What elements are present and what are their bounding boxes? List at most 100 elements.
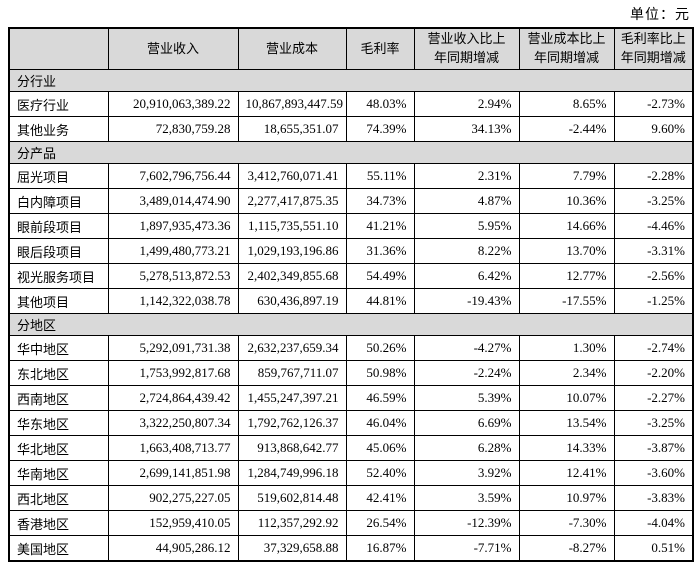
cell-value: 10,867,893,447.59 bbox=[237, 91, 347, 117]
cell-value: 10.97% bbox=[518, 485, 615, 511]
cell-value: 37,329,658.88 bbox=[237, 535, 347, 562]
cell-value: -2.73% bbox=[613, 91, 694, 117]
cell-value: 42.41% bbox=[345, 485, 415, 511]
cell-value: 7,602,796,756.44 bbox=[107, 163, 239, 189]
cell-value: 2,724,864,439.42 bbox=[107, 385, 239, 411]
cell-value: 1,455,247,397.21 bbox=[237, 385, 347, 411]
cell-value: -2.20% bbox=[613, 360, 694, 386]
cell-value: -2.74% bbox=[613, 335, 694, 361]
unit-label: 单位：元 bbox=[630, 8, 690, 23]
cell-value: 2.34% bbox=[518, 360, 615, 386]
cell-value: 7.79% bbox=[518, 163, 615, 189]
row-label: 屈光项目 bbox=[8, 163, 109, 189]
cell-value: 2,277,417,875.35 bbox=[237, 188, 347, 214]
row-label: 华北地区 bbox=[8, 435, 109, 461]
row-label: 医疗行业 bbox=[8, 91, 109, 117]
column-header: 毛利率比上 年同期增减 bbox=[613, 27, 694, 70]
cell-value: 50.98% bbox=[345, 360, 415, 386]
cell-value: 2,632,237,659.34 bbox=[237, 335, 347, 361]
cell-value: 1,792,762,126.37 bbox=[237, 410, 347, 436]
data-row: 眼前段项目 1,897,935,473.36 1,115,735,551.10 41.… bbox=[8, 213, 694, 239]
row-label: 美国地区 bbox=[8, 535, 109, 562]
cell-value: -17.55% bbox=[518, 288, 615, 314]
cell-value: -3.25% bbox=[613, 410, 694, 436]
cell-value: 1,499,480,773.21 bbox=[107, 238, 239, 264]
header-row: 营业收入 营业成本 毛利率 营业收入比上 年同期增减 营业成本比上 年同期增减 毛利率比上… bbox=[8, 27, 694, 70]
cell-value: 18,655,351.07 bbox=[237, 116, 347, 142]
cell-value: 0.51% bbox=[613, 535, 694, 562]
cell-value: 3,322,250,807.34 bbox=[107, 410, 239, 436]
cell-value: 6.28% bbox=[413, 435, 520, 461]
cell-value: -2.44% bbox=[518, 116, 615, 142]
row-label: 眼后段项目 bbox=[8, 238, 109, 264]
row-label: 香港地区 bbox=[8, 510, 109, 536]
cell-value: 1,897,935,473.36 bbox=[107, 213, 239, 239]
cell-value: -4.46% bbox=[613, 213, 694, 239]
cell-value: 10.07% bbox=[518, 385, 615, 411]
cell-value: -12.39% bbox=[413, 510, 520, 536]
section-row: 分行业 bbox=[8, 69, 694, 92]
row-label: 东北地区 bbox=[8, 360, 109, 386]
cell-value: 1,115,735,551.10 bbox=[237, 213, 347, 239]
cell-value: 54.49% bbox=[345, 263, 415, 289]
column-header: 营业成本比上 年同期增减 bbox=[518, 27, 615, 70]
cell-value: -2.24% bbox=[413, 360, 520, 386]
cell-value: 48.03% bbox=[345, 91, 415, 117]
data-row: 其他业务 72,830,759.28 18,655,351.07 74.39% 34.1… bbox=[8, 116, 694, 142]
cell-value: 44.81% bbox=[345, 288, 415, 314]
cell-value: 8.22% bbox=[413, 238, 520, 264]
cell-value: 14.33% bbox=[518, 435, 615, 461]
cell-value: 45.06% bbox=[345, 435, 415, 461]
column-header bbox=[8, 27, 109, 70]
cell-value: 46.59% bbox=[345, 385, 415, 411]
cell-value: -2.56% bbox=[613, 263, 694, 289]
cell-value: 5,292,091,731.38 bbox=[107, 335, 239, 361]
cell-value: -3.60% bbox=[613, 460, 694, 486]
cell-value: 6.69% bbox=[413, 410, 520, 436]
data-row: 华东地区 3,322,250,807.34 1,792,762,126.37 46.0… bbox=[8, 410, 694, 436]
data-row: 美国地区 44,905,286.12 37,329,658.88 16.87% -7.7… bbox=[8, 535, 694, 562]
cell-value: 1,663,408,713.77 bbox=[107, 435, 239, 461]
row-label: 华东地区 bbox=[8, 410, 109, 436]
cell-value: 3.92% bbox=[413, 460, 520, 486]
cell-value: 8.65% bbox=[518, 91, 615, 117]
cell-value: 41.21% bbox=[345, 213, 415, 239]
cell-value: 9.60% bbox=[613, 116, 694, 142]
cell-value: 10.36% bbox=[518, 188, 615, 214]
row-label: 眼前段项目 bbox=[8, 213, 109, 239]
data-row: 白内障项目 3,489,014,474.90 2,277,417,875.35 34.… bbox=[8, 188, 694, 214]
cell-value: 13.54% bbox=[518, 410, 615, 436]
data-row: 华中地区 5,292,091,731.38 2,632,237,659.34 50.2… bbox=[8, 335, 694, 361]
cell-value: 50.26% bbox=[345, 335, 415, 361]
cell-value: 74.39% bbox=[345, 116, 415, 142]
cell-value: -3.83% bbox=[613, 485, 694, 511]
section-title: 分行业 bbox=[8, 69, 694, 92]
row-label: 华南地区 bbox=[8, 460, 109, 486]
data-row: 西北地区 902,275,227.05 519,602,814.48 42.41% 3.… bbox=[8, 485, 694, 511]
cell-value: 2.94% bbox=[413, 91, 520, 117]
cell-value: -3.25% bbox=[613, 188, 694, 214]
cell-value: 152,959,410.05 bbox=[107, 510, 239, 536]
cell-value: -3.87% bbox=[613, 435, 694, 461]
cell-value: 13.70% bbox=[518, 238, 615, 264]
cell-value: -8.27% bbox=[518, 535, 615, 562]
cell-value: -4.04% bbox=[613, 510, 694, 536]
cell-value: -4.27% bbox=[413, 335, 520, 361]
row-label: 白内障项目 bbox=[8, 188, 109, 214]
cell-value: 12.41% bbox=[518, 460, 615, 486]
row-label: 其他业务 bbox=[8, 116, 109, 142]
column-header: 毛利率 bbox=[345, 27, 415, 70]
section-title: 分产品 bbox=[8, 141, 694, 164]
data-row: 华北地区 1,663,408,713.77 913,868,642.77 45.06%… bbox=[8, 435, 694, 461]
cell-value: 3,412,760,071.41 bbox=[237, 163, 347, 189]
cell-value: 46.04% bbox=[345, 410, 415, 436]
data-row: 屈光项目 7,602,796,756.44 3,412,760,071.41 55.1… bbox=[8, 163, 694, 189]
cell-value: 1,284,749,996.18 bbox=[237, 460, 347, 486]
table-body: 分行业 医疗行业 20,910,063,389.22 10,867,893,447.5… bbox=[8, 69, 694, 562]
cell-value: 34.73% bbox=[345, 188, 415, 214]
cell-value: 112,357,292.92 bbox=[237, 510, 347, 536]
cell-value: 4.87% bbox=[413, 188, 520, 214]
cell-value: 3,489,014,474.90 bbox=[107, 188, 239, 214]
cell-value: 34.13% bbox=[413, 116, 520, 142]
cell-value: -2.27% bbox=[613, 385, 694, 411]
